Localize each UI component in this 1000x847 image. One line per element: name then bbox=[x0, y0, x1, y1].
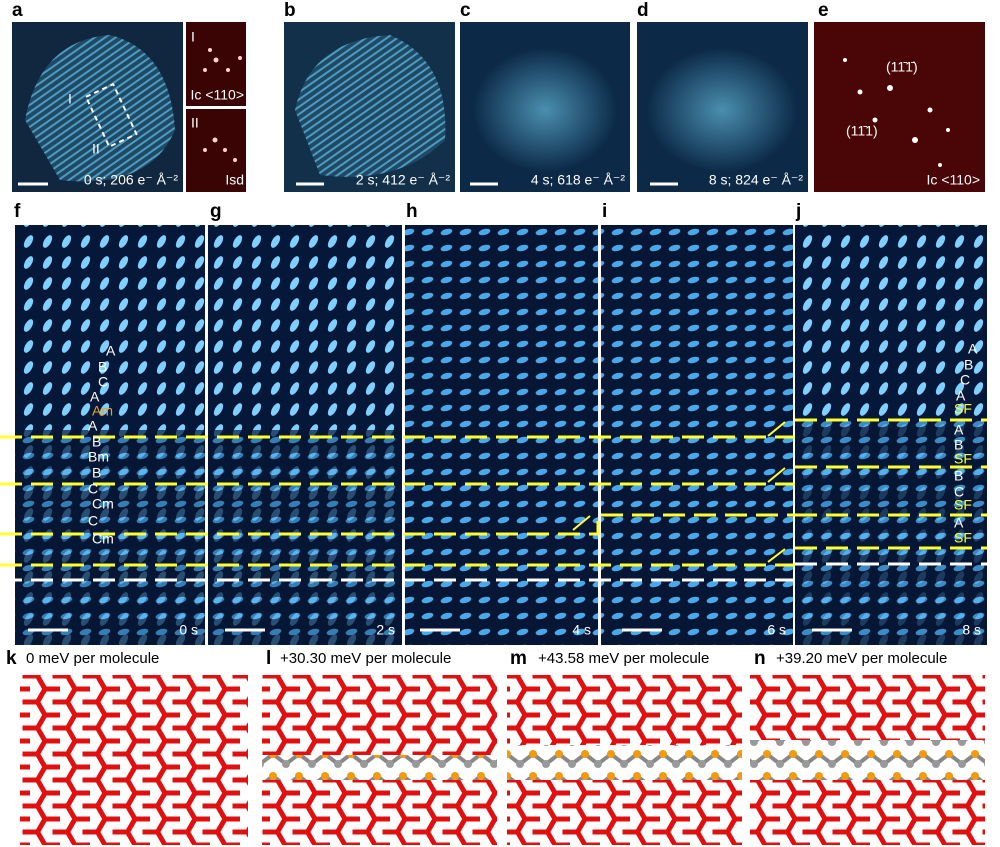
caption: 4 s; 618 e⁻ Å⁻² bbox=[531, 172, 625, 188]
inset-label: II bbox=[191, 115, 199, 131]
panel-label: j bbox=[795, 201, 801, 222]
panel-label: c bbox=[460, 0, 471, 21]
panel-label: d bbox=[637, 0, 649, 21]
stacking-label: Cm bbox=[92, 531, 114, 547]
time-label: 2 s bbox=[376, 622, 395, 638]
stacking-label: B bbox=[92, 465, 101, 481]
time-label: 8 s bbox=[962, 622, 981, 638]
energy-label: +39.20 meV per molecule bbox=[776, 650, 947, 667]
caption: 2 s; 412 e⁻ Å⁻² bbox=[356, 172, 450, 188]
fft-inset bbox=[186, 22, 246, 106]
fft-inset bbox=[186, 109, 246, 192]
energy-label: +30.30 meV per molecule bbox=[280, 650, 451, 667]
stacking-label: C bbox=[88, 481, 98, 497]
stacking-label: SF bbox=[954, 401, 972, 417]
time-label: 4 s bbox=[572, 622, 591, 638]
stacking-label: SF bbox=[954, 451, 972, 467]
caption: 0 s; 206 e⁻ Å⁻² bbox=[84, 172, 178, 188]
stacking-label: C bbox=[88, 513, 98, 529]
panel-label: l bbox=[266, 648, 271, 669]
energy-label: +43.58 meV per molecule bbox=[538, 650, 709, 667]
plane-label: (11̄1) bbox=[846, 123, 878, 139]
stacking-label: A bbox=[88, 418, 98, 434]
stacking-label: C bbox=[98, 374, 108, 390]
inset-caption: Ic <110> bbox=[191, 87, 244, 103]
panel-label: n bbox=[754, 648, 766, 669]
stacking-label: A bbox=[954, 515, 964, 531]
stacking-label: A bbox=[968, 341, 978, 357]
time-label: 0 s bbox=[179, 622, 198, 638]
panel-label: g bbox=[210, 201, 222, 222]
panel-label: b bbox=[284, 0, 296, 21]
stacking-label: SF bbox=[954, 497, 972, 513]
stacking-label: Bm bbox=[88, 449, 109, 465]
bottom-images bbox=[20, 675, 985, 845]
panel-label: m bbox=[510, 648, 527, 669]
region-label: I bbox=[68, 91, 72, 107]
panel-label: i bbox=[602, 201, 607, 222]
stacking-label: B bbox=[92, 434, 101, 450]
stacking-label: A bbox=[954, 422, 964, 438]
stacking-label: B bbox=[954, 437, 963, 453]
stacking-label: A bbox=[106, 343, 116, 359]
time-label: 6 s bbox=[767, 622, 786, 638]
stacking-label: A bbox=[956, 388, 966, 404]
panel-label: a bbox=[12, 0, 23, 21]
energy-label: 0 meV per molecule bbox=[26, 650, 159, 667]
panel-label: f bbox=[14, 201, 21, 222]
region-label: II bbox=[92, 141, 100, 157]
stacking-label: C bbox=[960, 372, 970, 388]
stacking-label: Cm bbox=[92, 496, 114, 512]
region-box bbox=[84, 82, 138, 149]
stacking-label: SF bbox=[954, 530, 972, 546]
top-images bbox=[12, 22, 985, 192]
panel-label: e bbox=[818, 0, 829, 21]
stacking-label: B bbox=[98, 359, 107, 375]
stacking-label: B bbox=[964, 357, 973, 373]
inset-caption: Isd bbox=[225, 172, 244, 188]
stacking-label: A bbox=[90, 389, 100, 405]
plane-label: (11̄1̄) bbox=[886, 59, 918, 75]
inset-label: I bbox=[191, 29, 195, 45]
panel-label: h bbox=[406, 201, 418, 222]
caption: 8 s; 824 e⁻ Å⁻² bbox=[709, 172, 803, 188]
stacking-label: B bbox=[954, 468, 963, 484]
middle-images bbox=[0, 225, 987, 645]
stacking-label: Am bbox=[92, 403, 113, 419]
panel-label: k bbox=[6, 648, 17, 669]
caption: Ic <110> bbox=[927, 172, 980, 188]
crystal bbox=[25, 35, 175, 182]
stacking-label: C bbox=[954, 484, 964, 500]
